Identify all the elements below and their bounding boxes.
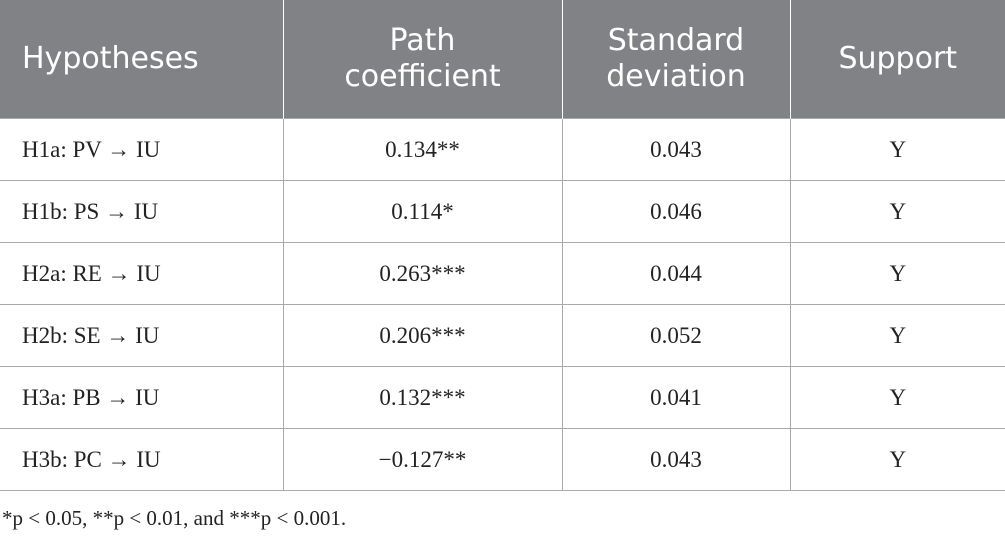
header-cell: Standard deviation	[561, 0, 790, 119]
header-cell: Support	[789, 0, 1005, 119]
table-cell: H1a: PV → IU	[0, 118, 284, 181]
table-cell: 0.132***	[282, 366, 563, 429]
table-cell: Y	[789, 366, 1005, 429]
table-cell: 0.263***	[282, 242, 563, 305]
table-cell: −0.127**	[282, 428, 563, 491]
header-cell: Path coefficient	[282, 0, 562, 119]
table-row: H2a: RE → IU 0.263*** 0.044 Y	[0, 242, 1005, 305]
header-cell: Hypotheses	[0, 0, 283, 119]
table-cell: H3b: PC → IU	[0, 428, 284, 491]
table-cell: 0.206***	[282, 304, 563, 367]
table-cell: Y	[789, 428, 1005, 491]
table-row: H2b: SE → IU 0.206*** 0.052 Y	[0, 304, 1005, 367]
header-text: Support	[838, 41, 958, 76]
table-row: H1a: PV → IU 0.134** 0.043 Y	[0, 118, 1005, 181]
table-cell: 0.043	[561, 118, 791, 181]
table-row: H1b: PS → IU 0.114* 0.046 Y	[0, 180, 1005, 243]
header-row: Hypotheses Path coefficient Standard devia…	[0, 0, 1005, 119]
table-body: H1a: PV → IU 0.134** 0.043 Y H1b: PS → IU 0.1…	[0, 118, 1005, 491]
footnote: *p < 0.05, **p < 0.01, and ***p < 0.001.	[2, 506, 347, 530]
table-row: H3b: PC → IU −0.127** 0.043 Y	[0, 428, 1005, 491]
table-cell: 0.041	[561, 366, 791, 429]
table-cell: 0.046	[561, 180, 791, 243]
table-cell: 0.114*	[282, 180, 563, 243]
table-cell: 0.044	[561, 242, 791, 305]
table-cell: Y	[789, 242, 1005, 305]
table-cell: 0.134**	[282, 118, 563, 181]
header-text: Path coefficient	[344, 23, 501, 94]
table-cell: Y	[789, 180, 1005, 243]
table-row: H3a: PB → IU 0.132*** 0.041 Y	[0, 366, 1005, 429]
table-cell: Y	[789, 304, 1005, 367]
header-text: Standard deviation	[606, 23, 746, 94]
results-table: Hypotheses Path coefficient Standard devia…	[0, 0, 1005, 491]
table-cell: H2a: RE → IU	[0, 242, 284, 305]
table-cell: H1b: PS → IU	[0, 180, 284, 243]
table-cell: 0.052	[561, 304, 791, 367]
table-cell: H3a: PB → IU	[0, 366, 284, 429]
table-cell: H2b: SE → IU	[0, 304, 284, 367]
table-cell: 0.043	[561, 428, 791, 491]
table-cell: Y	[789, 118, 1005, 181]
